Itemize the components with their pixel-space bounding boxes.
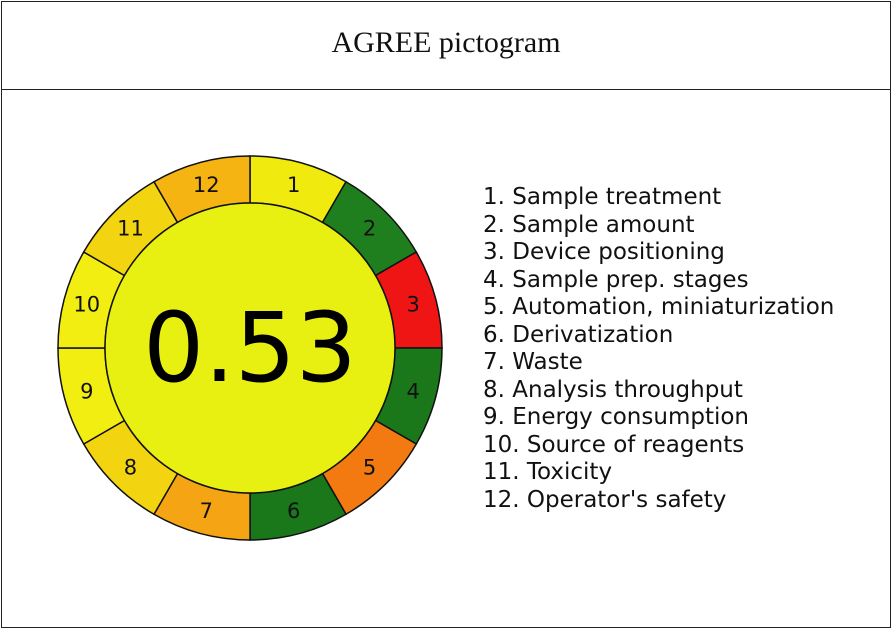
legend-item: 2. Sample amount	[483, 211, 695, 238]
segment-label-11: 11	[117, 216, 144, 240]
legend-item: 12. Operator's safety	[483, 486, 727, 513]
figure-title: AGREE pictogram	[331, 25, 561, 59]
legend-item: 1. Sample treatment	[483, 184, 722, 210]
segment-label-9: 9	[80, 380, 93, 404]
segment-ring	[57, 155, 443, 541]
legend-item: 10. Source of reagents	[483, 431, 745, 458]
segment-label-2: 2	[363, 216, 376, 240]
legend-item: 7. Waste	[483, 349, 583, 375]
criteria-legend: 1. Sample treatment 2. Sample amount 3. …	[483, 184, 834, 514]
score-value: 0.53	[143, 292, 357, 404]
legend-item: 6. Derivatization	[483, 321, 674, 348]
segment-label-5: 5	[363, 456, 376, 480]
legend-item: 11. Toxicity	[483, 459, 613, 485]
segment-label-12: 12	[193, 173, 220, 197]
legend-item: 9. Energy consumption	[483, 404, 750, 430]
title-bar: AGREE pictogram	[2, 2, 890, 90]
legend-item: 4. Sample prep. stages	[483, 266, 749, 293]
segment-label-6: 6	[287, 499, 300, 523]
segment-label-7: 7	[200, 499, 213, 523]
legend-item: 5. Automation, miniaturization	[483, 294, 835, 320]
segment-label-3: 3	[407, 292, 420, 316]
legend-item: 8. Analysis throughput	[483, 376, 743, 403]
segment-label-4: 4	[407, 380, 420, 404]
legend-item: 3. Device positioning	[483, 239, 725, 265]
score-circle	[104, 202, 396, 494]
segment-label-10: 10	[73, 292, 100, 316]
segment-label-1: 1	[287, 173, 300, 197]
segment-label-8: 8	[124, 456, 137, 480]
